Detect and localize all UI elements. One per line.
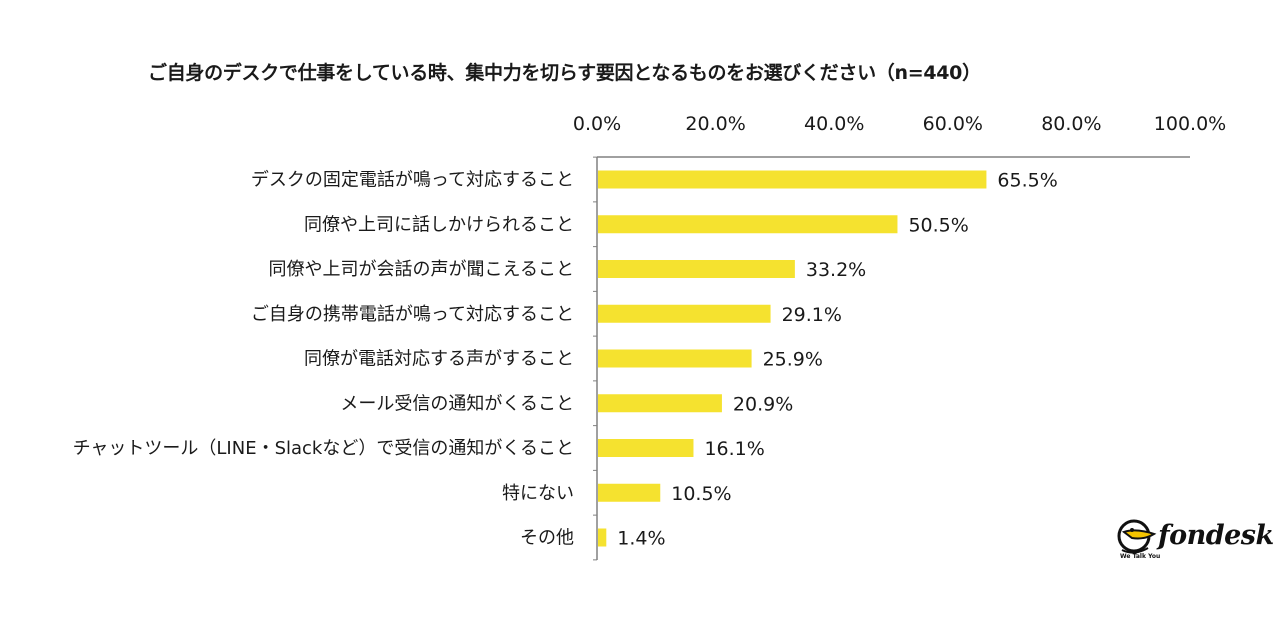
fondesk-logo: We Talk You Work fondesk xyxy=(1114,516,1274,564)
category-label: 同僚や上司が会話の声が聞こえること xyxy=(269,259,574,280)
x-axis-ticks: 0.0% 20.0% 40.0% 60.0% 80.0% 100.0% xyxy=(573,113,1226,135)
category-label: 特にない xyxy=(502,483,574,504)
pelican-icon: We Talk You Work xyxy=(1117,519,1160,560)
value-label: 25.9% xyxy=(763,349,823,371)
bar xyxy=(598,483,661,502)
x-tick-label: 60.0% xyxy=(923,113,983,135)
bar xyxy=(598,394,722,413)
category-label: その他 xyxy=(520,528,574,549)
bar xyxy=(598,170,987,189)
x-tick-label: 0.0% xyxy=(573,113,621,135)
value-label: 20.9% xyxy=(733,393,793,415)
value-label: 29.1% xyxy=(782,304,842,326)
logo-tagline: We Talk You Work xyxy=(1120,553,1160,560)
value-label: 16.1% xyxy=(704,438,764,460)
category-label: 同僚や上司に話しかけられること xyxy=(304,214,574,235)
category-label: チャットツール（LINE・Slackなど）で受信の通知がくること xyxy=(73,438,574,459)
value-label: 1.4% xyxy=(617,528,665,550)
bar xyxy=(598,528,607,547)
logo-wordmark: fondesk xyxy=(1158,520,1274,551)
category-label: メール受信の通知がくること xyxy=(340,393,574,414)
bars xyxy=(598,170,987,547)
x-tick-label: 40.0% xyxy=(804,113,864,135)
category-label: デスクの固定電話が鳴って対応すること xyxy=(251,170,574,191)
value-label: 50.5% xyxy=(908,214,968,236)
x-tick-label: 20.0% xyxy=(685,113,745,135)
chart-title: ご自身のデスクで仕事をしている時、集中力を切らす要因となるものをお選びください（… xyxy=(148,62,981,84)
bar xyxy=(598,215,898,234)
category-label: 同僚が電話対応する声がすること xyxy=(304,349,574,370)
value-label: 65.5% xyxy=(997,170,1057,192)
value-label: 10.5% xyxy=(671,483,731,505)
bar xyxy=(598,304,771,323)
value-label: 33.2% xyxy=(806,259,866,281)
category-label: ご自身の携帯電話が鳴って対応すること xyxy=(251,304,574,325)
x-tick-label: 80.0% xyxy=(1041,113,1101,135)
axes xyxy=(593,156,1190,561)
value-labels: 65.5% 50.5% 33.2% 29.1% 25.9% 20.9% 16.1% 10.5%… xyxy=(617,170,1057,550)
category-labels: デスクの固定電話が鳴って対応すること同僚や上司に話しかけられること同僚や上司が会… xyxy=(73,170,574,549)
bar xyxy=(598,439,694,457)
x-tick-label: 100.0% xyxy=(1154,113,1226,135)
bar xyxy=(598,349,752,368)
bar xyxy=(598,260,795,278)
